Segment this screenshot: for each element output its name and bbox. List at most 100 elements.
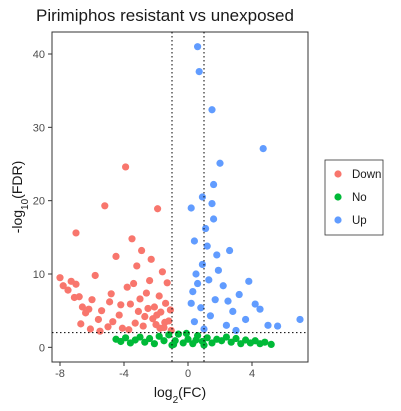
point-up xyxy=(245,277,253,285)
point-down xyxy=(86,325,94,333)
point-up xyxy=(190,318,198,326)
point-down xyxy=(144,304,152,313)
point-down xyxy=(150,303,158,311)
point-down xyxy=(125,326,133,334)
point-up xyxy=(229,307,237,315)
point-down xyxy=(115,311,123,319)
legend-key-no xyxy=(334,193,342,201)
point-no xyxy=(184,335,192,343)
point-up xyxy=(216,159,224,167)
point-up xyxy=(251,300,259,308)
point-up xyxy=(219,282,227,290)
y-axis: 0 10 20 30 40 -log10(FDR) xyxy=(9,49,52,354)
y-axis-title: -log10(FDR) xyxy=(9,161,31,234)
point-down xyxy=(72,229,80,237)
point-down xyxy=(146,277,154,285)
point-down xyxy=(161,318,169,326)
point-no xyxy=(192,336,200,344)
point-down xyxy=(96,327,104,335)
point-down xyxy=(88,296,96,304)
point-down xyxy=(101,202,109,210)
point-down xyxy=(156,324,164,332)
point-no xyxy=(150,340,158,348)
point-down xyxy=(98,307,106,315)
point-down xyxy=(122,163,130,171)
chart-title: Pirimiphos resistant vs unexposed xyxy=(36,6,294,25)
point-up xyxy=(208,106,216,114)
point-up xyxy=(274,322,282,330)
point-down xyxy=(134,307,142,315)
point-up xyxy=(210,215,218,223)
point-up xyxy=(214,266,222,274)
point-no xyxy=(160,337,168,345)
point-down xyxy=(106,298,114,306)
point-up xyxy=(264,321,272,329)
x-tick-label: 0 xyxy=(185,368,191,380)
point-up xyxy=(189,288,197,296)
point-no xyxy=(136,333,144,341)
point-up xyxy=(235,290,243,299)
point-up xyxy=(187,299,195,307)
point-up xyxy=(190,237,198,245)
point-no xyxy=(146,334,154,343)
point-down xyxy=(104,323,112,331)
point-down xyxy=(138,246,146,255)
point-up xyxy=(226,246,234,255)
point-no xyxy=(222,333,230,341)
point-up xyxy=(198,193,206,201)
point-down xyxy=(75,293,83,301)
point-down xyxy=(126,300,134,308)
point-down xyxy=(94,315,102,324)
point-up xyxy=(194,43,202,51)
point-up xyxy=(206,312,214,320)
point-no xyxy=(155,332,163,340)
point-down xyxy=(118,324,126,332)
y-tick-label: 30 xyxy=(33,122,45,134)
plot-panel xyxy=(51,31,309,363)
x-tick-label: -4 xyxy=(119,368,129,380)
legend: Down No Up xyxy=(324,159,384,236)
x-axis-title: log2(FC) xyxy=(154,384,206,406)
legend-key-up xyxy=(334,216,342,224)
point-down xyxy=(117,301,125,309)
point-down xyxy=(142,289,150,297)
point-down xyxy=(166,306,174,314)
point-no xyxy=(182,329,190,337)
y-tick-label: 40 xyxy=(33,49,45,61)
point-down xyxy=(59,282,67,290)
point-no xyxy=(165,331,173,339)
point-down xyxy=(136,295,144,303)
x-tick-label: 4 xyxy=(249,368,255,380)
point-up xyxy=(242,315,250,324)
point-down xyxy=(112,252,120,260)
point-up xyxy=(202,224,210,233)
y-tick-label: 10 xyxy=(33,269,45,281)
point-down xyxy=(128,235,136,243)
point-up xyxy=(259,145,267,153)
point-up xyxy=(203,242,211,250)
y-tick-label: 0 xyxy=(39,342,45,354)
point-down xyxy=(72,280,80,288)
data-points xyxy=(56,43,304,349)
point-no xyxy=(203,334,211,342)
point-down xyxy=(91,271,99,280)
point-up xyxy=(224,297,232,305)
point-down xyxy=(131,319,139,327)
point-down xyxy=(109,318,117,326)
point-up xyxy=(198,260,206,269)
point-up xyxy=(195,68,203,76)
point-up xyxy=(222,321,230,329)
point-down xyxy=(139,322,147,330)
point-down xyxy=(123,283,131,291)
point-up xyxy=(187,204,195,212)
x-axis: -8 -4 0 4 log2(FC) xyxy=(55,362,255,406)
y-tick-label: 20 xyxy=(33,196,45,208)
point-down xyxy=(154,205,162,213)
point-up xyxy=(296,315,304,324)
point-down xyxy=(133,262,141,270)
point-up xyxy=(213,251,221,259)
point-up xyxy=(232,326,240,335)
point-up xyxy=(208,200,216,208)
point-down xyxy=(77,320,85,328)
